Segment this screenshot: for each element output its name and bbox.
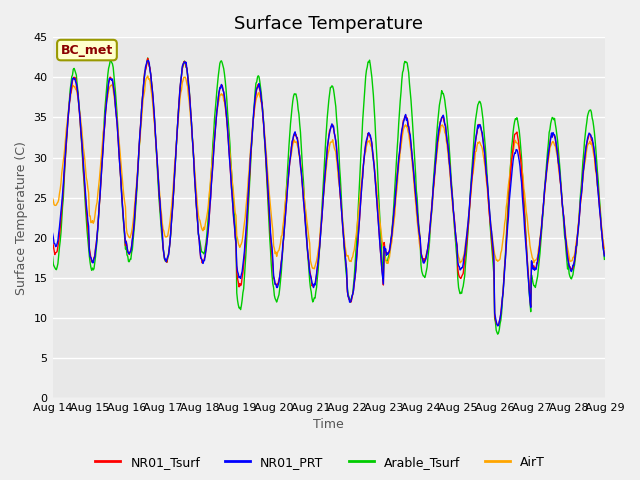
NR01_PRT <box>59 192 67 197</box>
NR01_Tsurf <box>202 253 209 259</box>
NR01_Tsurf <box>59 197 67 203</box>
NR01_PRT <box>49 230 56 236</box>
NR01_PRT <box>115 156 123 162</box>
AirT <box>49 195 56 201</box>
AirT <box>397 144 405 150</box>
Line: NR01_PRT: NR01_PRT <box>52 60 604 326</box>
NR01_Tsurf <box>49 239 56 244</box>
Arable_Tsurf <box>59 204 67 210</box>
Y-axis label: Surface Temperature (C): Surface Temperature (C) <box>15 141 28 295</box>
Title: Surface Temperature: Surface Temperature <box>234 15 424 33</box>
Arable_Tsurf <box>172 145 180 151</box>
NR01_Tsurf <box>495 323 502 328</box>
NR01_PRT <box>202 251 209 256</box>
NR01_Tsurf <box>396 142 404 147</box>
Arable_Tsurf <box>494 331 502 337</box>
Arable_Tsurf <box>115 150 123 156</box>
NR01_Tsurf <box>115 155 123 160</box>
AirT <box>172 144 180 149</box>
Arable_Tsurf <box>396 98 404 104</box>
AirT <box>413 218 421 224</box>
NR01_Tsurf <box>172 146 180 152</box>
Text: BC_met: BC_met <box>61 44 113 57</box>
Legend: NR01_Tsurf, NR01_PRT, Arable_Tsurf, AirT: NR01_Tsurf, NR01_PRT, Arable_Tsurf, AirT <box>90 451 550 474</box>
NR01_PRT <box>172 146 180 152</box>
NR01_Tsurf <box>144 55 152 61</box>
AirT <box>59 164 67 170</box>
Line: NR01_Tsurf: NR01_Tsurf <box>52 58 604 325</box>
X-axis label: Time: Time <box>314 419 344 432</box>
AirT <box>310 266 318 272</box>
Arable_Tsurf <box>202 244 209 250</box>
NR01_PRT <box>413 199 420 204</box>
Line: Arable_Tsurf: Arable_Tsurf <box>52 58 604 334</box>
NR01_PRT <box>600 253 608 259</box>
NR01_PRT <box>494 323 502 329</box>
NR01_Tsurf <box>413 200 420 206</box>
AirT <box>202 221 209 227</box>
Line: AirT: AirT <box>52 76 604 269</box>
AirT <box>115 141 123 146</box>
AirT <box>144 73 152 79</box>
Arable_Tsurf <box>144 55 152 61</box>
Arable_Tsurf <box>49 254 56 260</box>
NR01_PRT <box>396 142 404 147</box>
Arable_Tsurf <box>600 256 608 262</box>
NR01_Tsurf <box>600 252 608 258</box>
NR01_PRT <box>145 58 152 63</box>
AirT <box>600 246 608 252</box>
Arable_Tsurf <box>413 188 420 193</box>
